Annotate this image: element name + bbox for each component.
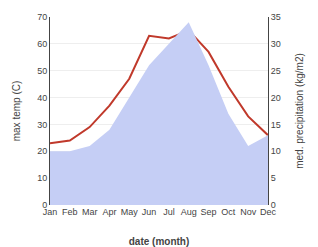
svg-text:10: 10	[271, 146, 281, 156]
svg-text:10: 10	[37, 173, 47, 183]
svg-text:date (month): date (month)	[129, 236, 190, 247]
svg-text:70: 70	[37, 12, 47, 22]
svg-text:Mar: Mar	[82, 207, 98, 217]
svg-text:Jul: Jul	[163, 207, 175, 217]
svg-text:Sep: Sep	[201, 207, 217, 217]
svg-text:Apr: Apr	[102, 207, 116, 217]
svg-text:Feb: Feb	[62, 207, 78, 217]
svg-text:Oct: Oct	[221, 207, 236, 217]
svg-text:max temp (C): max temp (C)	[11, 81, 22, 142]
svg-text:med. precipitation (kg/m2): med. precipitation (kg/m2)	[294, 53, 305, 169]
svg-text:15: 15	[271, 120, 281, 130]
svg-text:25: 25	[271, 66, 281, 76]
svg-text:50: 50	[37, 66, 47, 76]
svg-text:May: May	[121, 207, 139, 217]
svg-text:30: 30	[37, 120, 47, 130]
svg-text:40: 40	[37, 93, 47, 103]
svg-text:Dec: Dec	[260, 207, 277, 217]
svg-text:0: 0	[42, 200, 47, 210]
svg-text:0: 0	[271, 200, 276, 210]
svg-text:5: 5	[271, 173, 276, 183]
svg-text:60: 60	[37, 39, 47, 49]
svg-text:20: 20	[37, 146, 47, 156]
svg-text:Aug: Aug	[181, 207, 197, 217]
svg-text:Nov: Nov	[240, 207, 257, 217]
svg-text:20: 20	[271, 93, 281, 103]
svg-text:30: 30	[271, 39, 281, 49]
svg-text:Jan: Jan	[43, 207, 58, 217]
svg-text:Jun: Jun	[142, 207, 157, 217]
svg-text:35: 35	[271, 12, 281, 22]
